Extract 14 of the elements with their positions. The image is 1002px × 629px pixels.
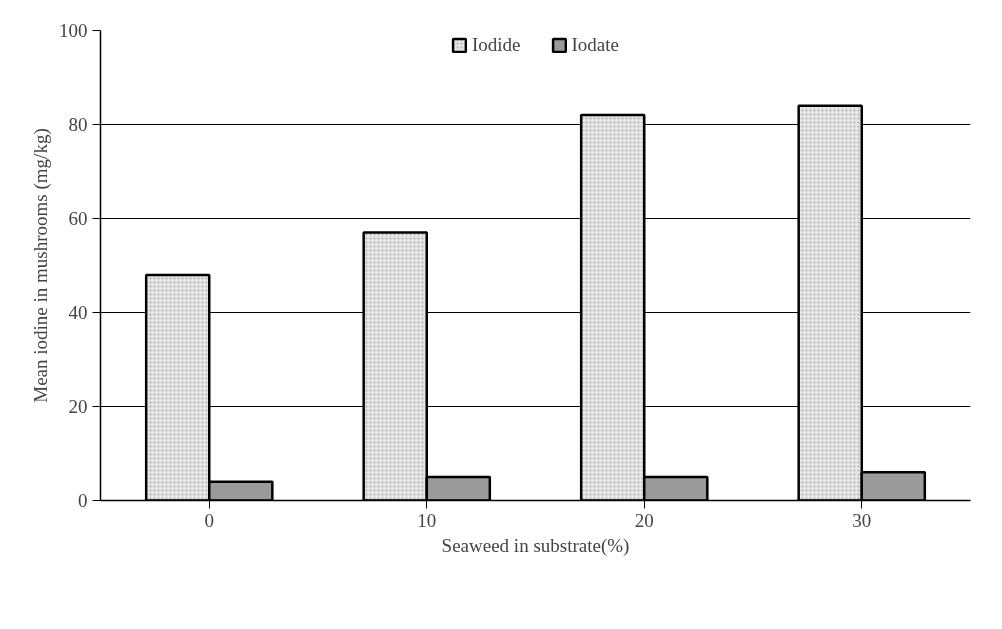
x-tick-label: 20 — [634, 509, 654, 531]
x-tick-label: 10 — [417, 509, 437, 531]
legend-label: Iodide — [471, 34, 521, 56]
y-axis-title: Mean iodine in mushrooms (mg/kg) — [30, 128, 52, 403]
x-tick-label: 0 — [204, 509, 214, 531]
y-tick-label: 100 — [59, 20, 88, 41]
x-tick-label: 30 — [852, 509, 872, 531]
y-tick-label: 20 — [68, 396, 88, 417]
y-tick-label: 40 — [68, 302, 88, 323]
legend-label: Iodate — [571, 34, 620, 56]
x-axis-title: Seaweed in substrate(%) — [441, 534, 630, 557]
y-tick-label: 60 — [68, 208, 88, 229]
y-tick-label: 80 — [68, 114, 88, 135]
y-tick-label: 0 — [78, 490, 88, 511]
